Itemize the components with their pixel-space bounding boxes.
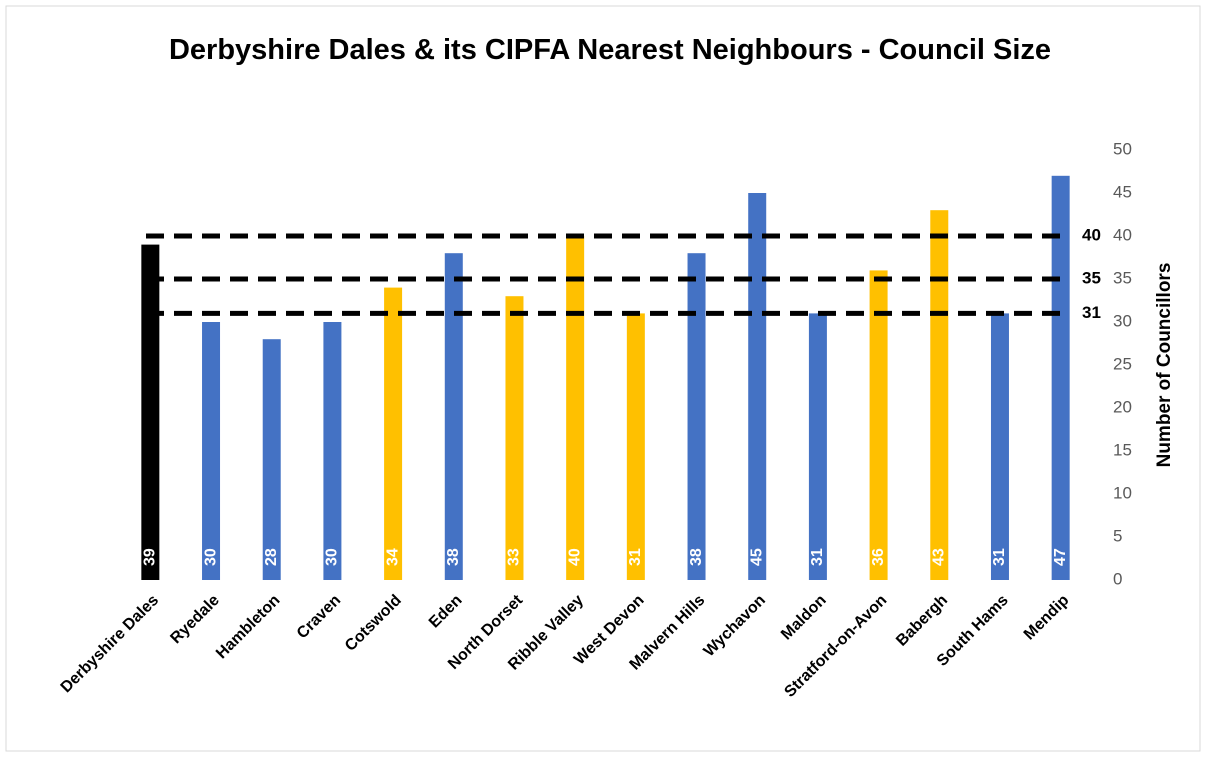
chart-border [5, 5, 1201, 752]
bar [262, 339, 281, 580]
x-tick-label: Derbyshire Dales [58, 592, 163, 697]
x-tick-label: Wychavon [701, 592, 769, 660]
y-tick-label: 40 [1113, 225, 1132, 244]
x-tick-label: Stratford-on-Avon [781, 592, 890, 701]
value-label: 30 [324, 548, 341, 566]
value-label: 45 [748, 548, 765, 566]
value-label: 40 [566, 548, 583, 566]
reference-label: 31 [1082, 303, 1101, 322]
y-tick-label: 35 [1113, 268, 1132, 287]
bar [990, 313, 1009, 580]
x-tick-label: Hambleton [213, 592, 283, 662]
x-tick-label: Ryedale [167, 592, 222, 647]
bar [626, 313, 645, 580]
bar [141, 244, 160, 580]
bar [748, 193, 767, 580]
value-label: 31 [627, 548, 644, 566]
bar [505, 296, 524, 580]
x-tick-label: Mendip [1021, 592, 1073, 644]
x-tick-label: Cotswold [342, 592, 405, 655]
value-label: 34 [384, 548, 401, 566]
bar [202, 322, 221, 580]
value-label: 31 [991, 548, 1008, 566]
y-tick-label: 30 [1113, 311, 1132, 330]
x-tick-label: Craven [294, 592, 344, 642]
value-label: 43 [931, 548, 948, 566]
y-tick-label: 50 [1113, 139, 1132, 158]
value-label: 30 [202, 548, 219, 566]
bar [323, 322, 342, 580]
bar [687, 253, 706, 580]
y-tick-label: 15 [1113, 440, 1132, 459]
bar [384, 287, 403, 580]
x-tick-label: Maldon [778, 592, 830, 644]
value-label: 28 [263, 548, 280, 566]
reference-label: 35 [1082, 268, 1101, 287]
bar [566, 236, 585, 580]
value-label: 47 [1052, 548, 1069, 566]
reference-label: 40 [1082, 225, 1101, 244]
value-label: 36 [870, 548, 887, 566]
value-label: 33 [506, 548, 523, 566]
value-label: 39 [142, 548, 159, 566]
y-tick-label: 45 [1113, 182, 1132, 201]
value-label: 38 [688, 548, 705, 566]
y-tick-label: 20 [1113, 397, 1132, 416]
y-tick-label: 25 [1113, 354, 1132, 373]
x-tick-label: Babergh [893, 592, 951, 650]
y-tick-label: 10 [1113, 483, 1132, 502]
value-label: 31 [809, 548, 826, 566]
bar [444, 253, 463, 580]
chart-title: Derbyshire Dales & its CIPFA Nearest Nei… [168, 34, 1052, 66]
y-tick-label: 5 [1113, 526, 1122, 545]
bar [930, 210, 949, 580]
x-tick-label: Eden [426, 592, 466, 632]
bar [808, 313, 827, 580]
value-label: 38 [445, 548, 462, 566]
bar [869, 270, 888, 580]
y-axis-label: Number of Councillors [1154, 263, 1175, 468]
y-tick-label: 0 [1113, 569, 1122, 588]
